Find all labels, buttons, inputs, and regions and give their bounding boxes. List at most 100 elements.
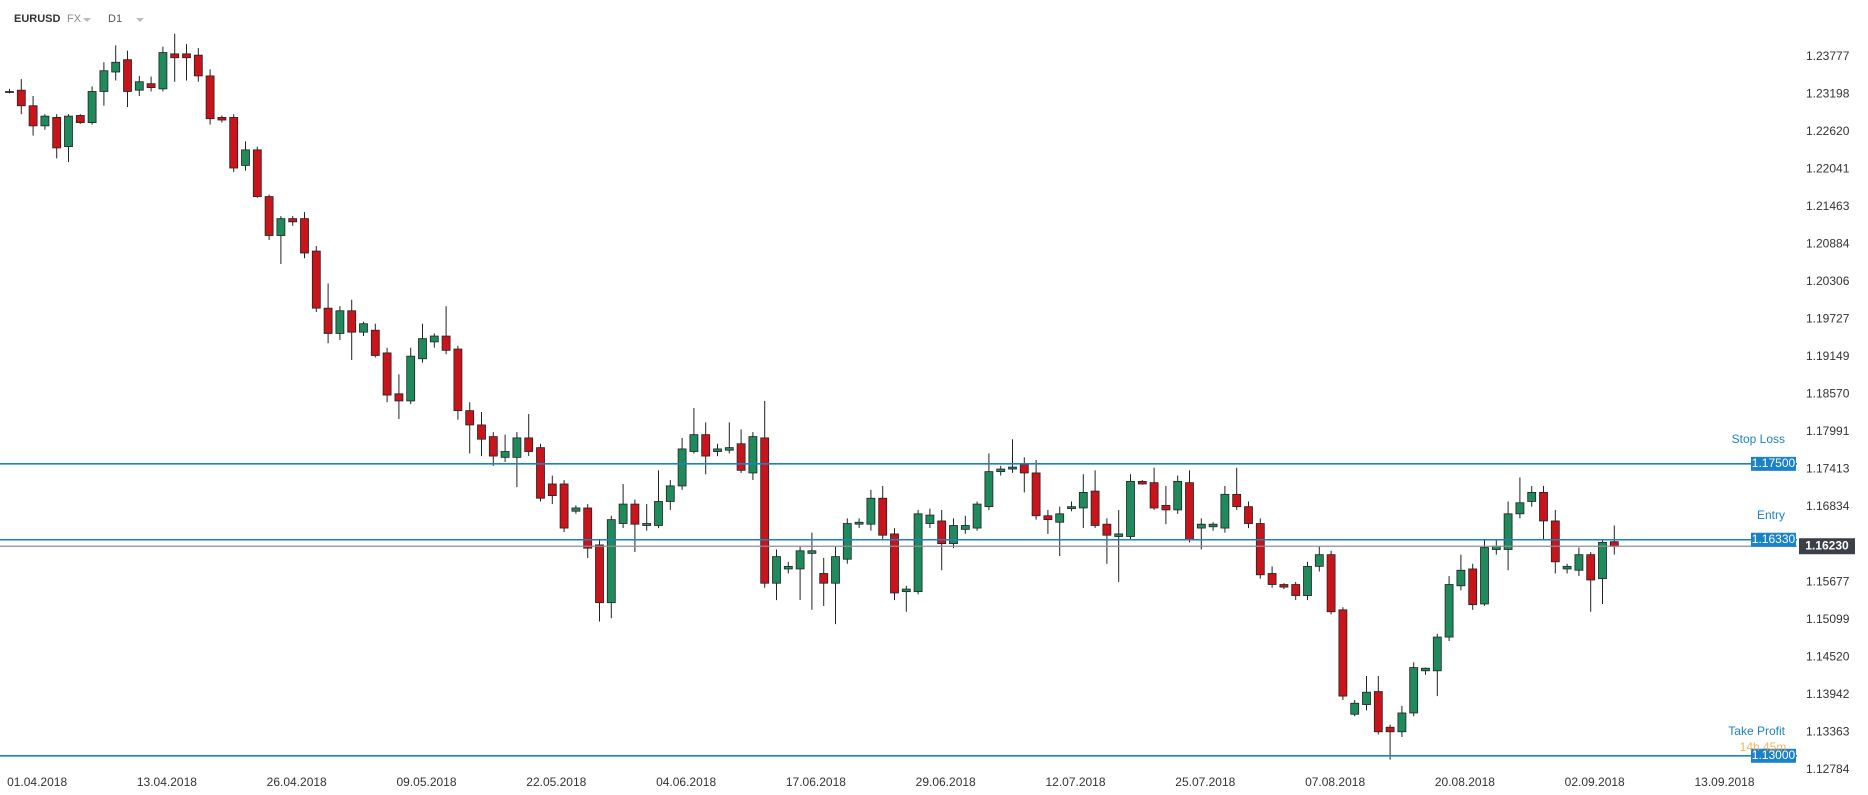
candle-body [429,335,439,343]
candle-body [960,525,970,530]
dropdown-arrow[interactable] [136,18,144,22]
candle-body [500,451,510,458]
candle-body [111,61,121,73]
candle-body [783,565,793,570]
x-tick-label: 17.06.2018 [786,775,846,789]
candle-body [406,355,416,402]
candle-body [795,550,805,570]
candle-body [677,448,687,487]
level-tag [1751,748,1796,763]
y-tick-label: 1.22620 [1806,124,1850,138]
x-tick-label: 01.04.2018 [7,775,67,789]
candle-body [736,443,746,471]
candle-body [512,437,522,458]
candle-body [87,91,97,124]
market[interactable]: FX [67,13,82,25]
level-tag [1751,532,1796,547]
candle-body [1149,482,1159,509]
countdown: 14h 45m [1740,740,1787,754]
candle-body [831,556,840,584]
candle-body [1515,502,1525,515]
candle-body [901,588,911,593]
candle-body [158,52,168,90]
symbol[interactable]: EURUSD [14,13,61,25]
candle-body [1385,726,1395,733]
candle-body [925,514,935,524]
candle-body [1043,515,1053,521]
candle-body [1267,573,1277,585]
candle-body [1326,554,1336,613]
candle-body [1456,569,1466,587]
x-tick-label: 07.08.2018 [1305,775,1365,789]
x-tick-label: 13.09.2018 [1694,775,1754,789]
candle-body [52,117,62,149]
y-tick-label: 1.19149 [1806,349,1850,363]
candle-body [16,89,26,107]
candle-body [1468,568,1478,606]
candle-body [64,115,73,148]
candle-body [772,556,781,584]
y-tick-label: 1.15099 [1806,612,1850,626]
candle-body [937,520,947,545]
candle-body [701,434,711,457]
candle-body [748,436,758,474]
x-tick-label: 12.07.2018 [1045,775,1105,789]
candle-body [984,471,994,508]
y-tick-label: 1.17991 [1806,424,1850,438]
candle-body [75,115,85,124]
candle-body [1539,491,1548,522]
candle-body [488,436,498,457]
timeframe[interactable]: D1 [108,13,122,25]
candle-body [878,497,888,536]
candle-body [630,503,640,525]
candle-body [1185,482,1194,541]
candle-body [382,352,392,396]
level-name: Entry [1757,508,1785,522]
candle-body [335,310,345,334]
candle-body [394,393,404,402]
candle-body [583,507,593,549]
candle-body [1126,480,1135,537]
candle-body [1008,466,1017,470]
candle-body [264,196,274,236]
candle-body [205,75,215,120]
candle-body [524,437,534,452]
y-tick-label: 1.17413 [1806,462,1850,476]
candle-body [618,503,628,524]
last-price-label: 1.16230 [1805,538,1849,552]
candle-body [323,307,333,334]
dropdown-arrow[interactable] [83,18,91,22]
candle-body [890,533,899,594]
candle-body [229,117,239,169]
candle-body [1338,609,1348,697]
candle-body [1067,506,1076,510]
candle-body [1362,691,1371,705]
x-tick-label: 22.05.2018 [526,775,586,789]
candle-body [1173,480,1183,511]
candle-body [654,501,663,526]
candle-body [252,149,262,197]
candle-body [665,485,675,502]
candle-body [1397,712,1407,733]
y-tick-label: 1.15677 [1806,574,1850,588]
candle-body [1480,547,1489,605]
candle-body [996,468,1006,473]
candle-body [418,338,427,360]
candle-body [1314,554,1324,567]
y-tick-label: 1.20884 [1806,236,1850,250]
y-tick-label: 1.13942 [1806,687,1850,701]
candle-body [170,53,180,59]
candle-body [1078,491,1088,509]
candle-body [193,54,203,77]
candle-body [1550,520,1560,563]
y-tick-label: 1.20306 [1806,274,1850,288]
candle-body [453,348,463,412]
level-name: Stop Loss [1732,432,1785,446]
candle-body [241,149,250,166]
x-tick-label: 25.07.2018 [1175,775,1235,789]
candle-body [1208,523,1218,528]
candle-body [571,507,581,512]
candle-body [182,53,191,59]
y-tick-label: 1.13363 [1806,724,1850,738]
candle-body [1114,533,1124,537]
